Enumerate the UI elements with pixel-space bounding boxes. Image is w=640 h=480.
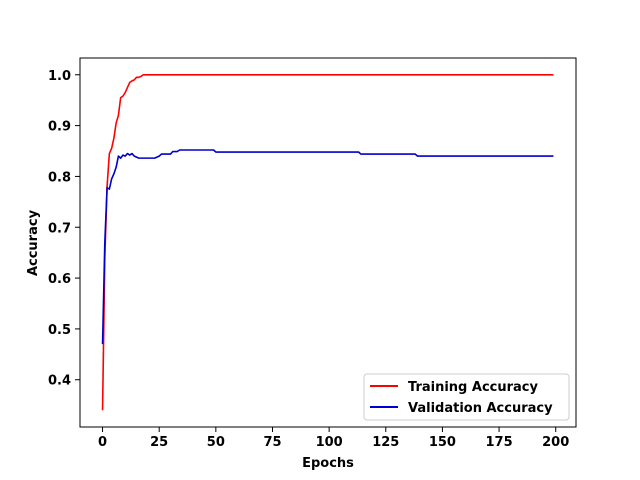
x-tick-label: 150 <box>429 435 456 450</box>
y-axis: 0.4 0.5 0.6 0.7 0.8 0.9 1.0 <box>48 69 80 389</box>
y-tick-label: 0.5 <box>48 323 71 338</box>
y-tick-label: 0.9 <box>48 120 71 135</box>
y-axis-title: Accuracy <box>26 209 41 276</box>
legend-label-validation: Validation Accuracy <box>408 401 553 416</box>
y-tick-label: 0.4 <box>48 374 71 389</box>
x-tick-label: 75 <box>263 435 281 450</box>
legend: Training Accuracy Validation Accuracy <box>363 373 570 421</box>
y-tick-label: 0.8 <box>48 170 71 185</box>
y-tick-label: 0.7 <box>48 221 71 236</box>
x-tick-label: 100 <box>316 435 343 450</box>
x-tick-label: 200 <box>542 435 569 450</box>
training-accuracy-line <box>101 73 554 411</box>
y-tick-label: 0.6 <box>48 272 71 287</box>
x-tick-label: 125 <box>372 435 399 450</box>
series-lines <box>101 73 554 411</box>
validation-accuracy-line <box>101 149 554 345</box>
plot-area <box>79 57 577 428</box>
x-axis: 0 25 50 75 100 125 150 175 200 <box>98 427 569 450</box>
x-tick-label: 25 <box>150 435 168 450</box>
legend-label-training: Training Accuracy <box>408 380 538 395</box>
x-tick-label: 0 <box>98 435 107 450</box>
x-tick-label: 50 <box>207 435 225 450</box>
x-axis-title: Epochs <box>302 456 354 471</box>
legend-box <box>363 373 570 421</box>
x-tick-label: 175 <box>486 435 513 450</box>
y-tick-label: 1.0 <box>48 69 71 84</box>
